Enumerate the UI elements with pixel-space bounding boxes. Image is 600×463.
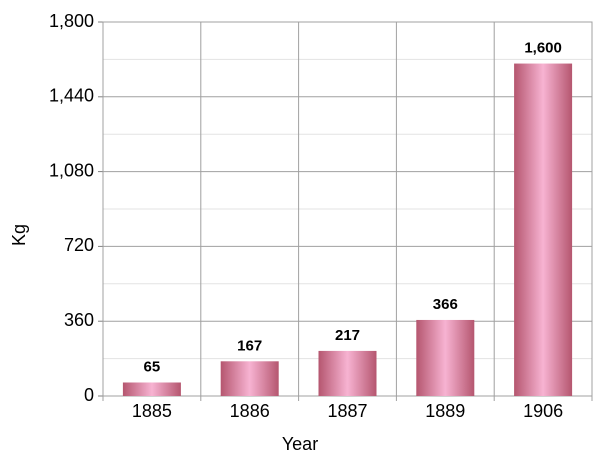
bar bbox=[416, 319, 475, 396]
y-tick-label: 1,800 bbox=[49, 11, 94, 31]
bar bbox=[220, 361, 279, 396]
x-tick-label: 1885 bbox=[132, 401, 172, 421]
value-label: 1,600 bbox=[524, 40, 562, 57]
y-tick-label: 360 bbox=[64, 310, 94, 330]
y-axis-label: Kg bbox=[9, 224, 29, 246]
y-tick-label: 720 bbox=[64, 235, 94, 255]
bar bbox=[514, 63, 573, 397]
bar bbox=[318, 350, 377, 396]
value-label: 217 bbox=[335, 327, 360, 344]
x-axis-label: Year bbox=[282, 434, 318, 454]
value-label: 65 bbox=[144, 358, 161, 375]
value-label: 167 bbox=[237, 337, 262, 354]
x-tick-label: 1886 bbox=[230, 401, 270, 421]
x-tick-label: 1887 bbox=[327, 401, 367, 421]
x-tick-label: 1889 bbox=[425, 401, 465, 421]
y-tick-label: 1,080 bbox=[49, 160, 94, 180]
y-tick-label: 1,440 bbox=[49, 86, 94, 106]
value-label: 366 bbox=[433, 296, 458, 313]
y-tick-label: 0 bbox=[84, 385, 94, 405]
bar bbox=[122, 382, 181, 396]
x-tick-label: 1906 bbox=[523, 401, 563, 421]
